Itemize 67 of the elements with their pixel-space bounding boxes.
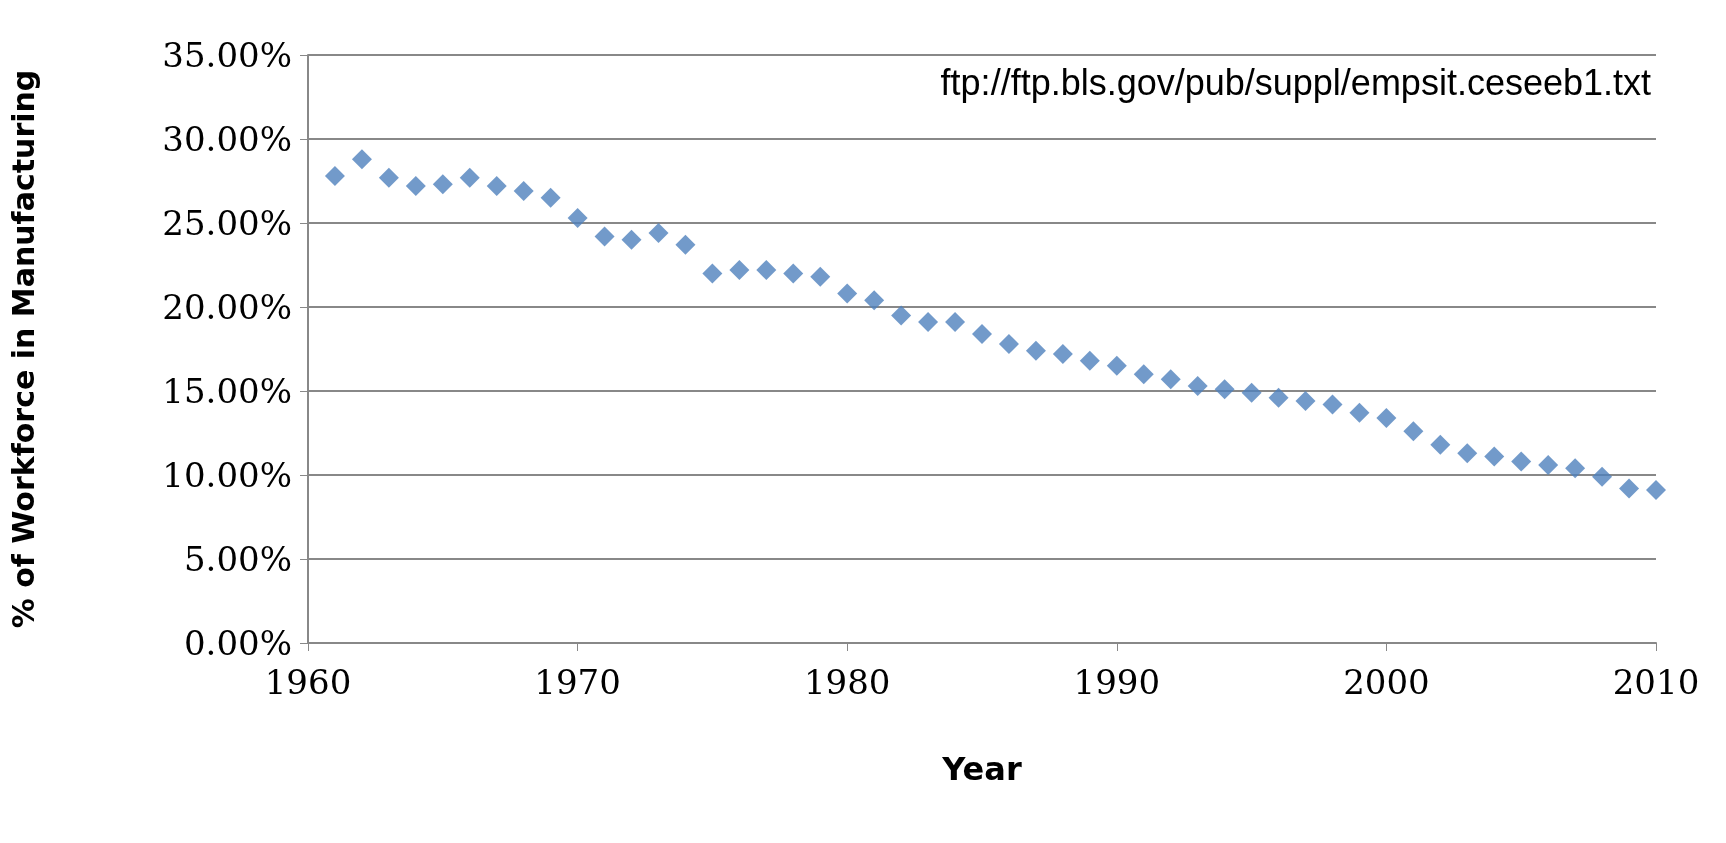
point xyxy=(945,312,966,333)
point xyxy=(1646,480,1666,501)
x-axis-title: Year xyxy=(941,750,1022,788)
point xyxy=(729,260,750,281)
point xyxy=(810,266,831,287)
point xyxy=(432,174,453,195)
point xyxy=(567,207,588,228)
point xyxy=(1187,375,1208,396)
point xyxy=(405,176,426,197)
point xyxy=(1106,355,1127,376)
point xyxy=(702,263,723,284)
point xyxy=(1241,382,1262,403)
point xyxy=(351,149,372,170)
point xyxy=(972,323,992,344)
point xyxy=(540,187,561,208)
point xyxy=(1403,421,1424,442)
point xyxy=(918,312,939,333)
point xyxy=(864,290,885,311)
x-tick-label: 1960 xyxy=(264,662,352,702)
y-tick-label: 35.00% xyxy=(162,35,292,75)
y-tick-label: 0.00% xyxy=(183,623,292,663)
point xyxy=(621,229,642,250)
y-tick-label: 25.00% xyxy=(162,203,292,243)
x-tick-label: 1990 xyxy=(1073,662,1161,702)
point xyxy=(1592,466,1613,487)
point xyxy=(998,333,1019,354)
point xyxy=(513,181,534,202)
point xyxy=(1079,350,1100,371)
x-tick-label: 2010 xyxy=(1612,662,1700,702)
point xyxy=(1322,394,1343,415)
point xyxy=(1025,340,1046,361)
point xyxy=(324,165,345,186)
y-axis-title: % of Workforce in Manufacturing xyxy=(5,69,41,629)
point xyxy=(486,176,507,197)
point xyxy=(1160,369,1181,390)
point xyxy=(648,223,669,244)
x-tick-label: 1980 xyxy=(803,662,891,702)
point xyxy=(1538,454,1559,475)
point xyxy=(1268,387,1289,408)
point xyxy=(1214,379,1235,400)
x-tick-label: 2000 xyxy=(1343,662,1430,702)
point xyxy=(594,226,615,247)
y-tick-label: 20.00% xyxy=(162,287,292,327)
y-tick-label: 10.00% xyxy=(162,455,292,495)
point xyxy=(1619,478,1640,499)
point xyxy=(1457,443,1478,464)
point xyxy=(891,305,912,326)
y-tick-label: 5.00% xyxy=(183,539,292,579)
point xyxy=(1484,446,1505,467)
point xyxy=(1376,407,1397,428)
annotation: ftp://ftp.bls.gov/pub/suppl/empsit.ceseeb1.txt xyxy=(940,61,1651,103)
point xyxy=(1295,391,1316,412)
point xyxy=(1349,402,1370,423)
point xyxy=(1133,364,1154,385)
point xyxy=(1511,451,1532,472)
point xyxy=(756,260,777,281)
point xyxy=(1052,344,1073,365)
point xyxy=(837,283,858,304)
point xyxy=(459,167,480,188)
y-tick-label: 30.00% xyxy=(162,119,292,159)
point xyxy=(1430,434,1451,455)
point xyxy=(1565,458,1586,479)
point xyxy=(378,167,399,188)
y-tick-label: 15.00% xyxy=(162,371,292,411)
x-tick-label: 1970 xyxy=(534,662,621,702)
point xyxy=(675,234,696,255)
point xyxy=(783,263,804,284)
